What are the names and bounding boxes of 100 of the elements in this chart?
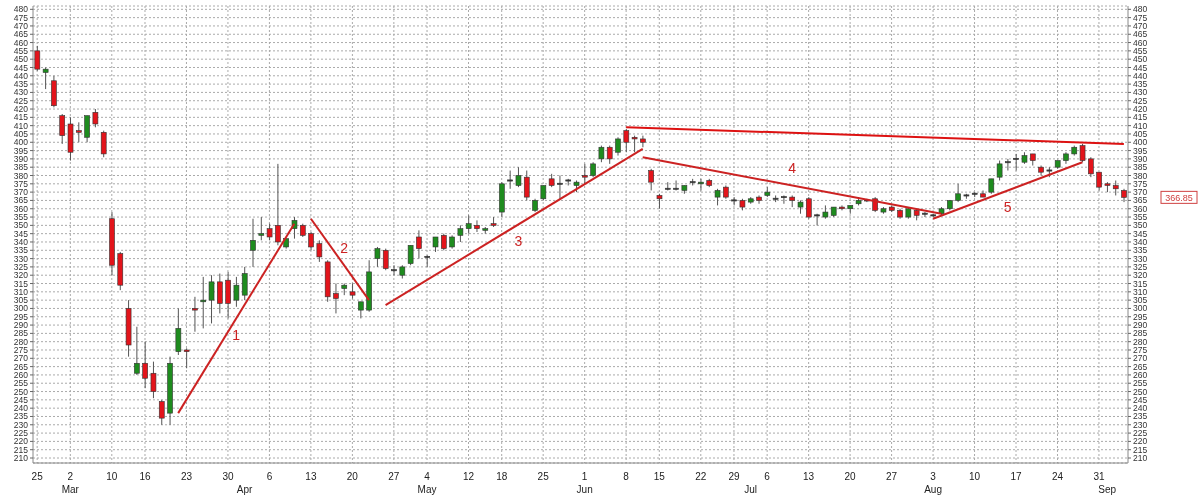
x-tick-label: 18 <box>496 471 508 482</box>
y-tick-label: 405 <box>13 128 29 139</box>
y-tick-label: 345 <box>13 228 29 239</box>
y2-tick-label: 475 <box>1133 12 1148 23</box>
x-tick-label: 10 <box>968 471 981 482</box>
y2-tick-label: 265 <box>1133 361 1148 372</box>
y2-tick-label: 290 <box>1133 320 1148 331</box>
y2-tick-label: 345 <box>1133 228 1148 239</box>
y-tick-label: 355 <box>13 212 29 223</box>
x-tick-label: 2 Mar <box>61 471 80 495</box>
y-tick-label: 470 <box>13 20 29 31</box>
y2-tick-label: 250 <box>1133 386 1148 397</box>
y-tick-label: 385 <box>13 162 29 173</box>
y-tick-label: 320 <box>13 270 29 281</box>
x-tick-label: Apr <box>236 484 253 495</box>
y2-tick-label: 400 <box>1133 137 1148 148</box>
y2-tick-label: 245 <box>1133 394 1148 405</box>
y-tick-label: 400 <box>13 137 29 148</box>
y2-tick-label: 465 <box>1133 29 1148 40</box>
y2-tick-label: 255 <box>1133 378 1148 389</box>
y-tick-label: 275 <box>13 345 29 356</box>
x-tick-label: 20 <box>844 471 857 482</box>
y2-tick-label: 430 <box>1133 87 1148 98</box>
y2-tick-label: 300 <box>1133 303 1148 314</box>
x-tick-label: 17 <box>1010 471 1023 482</box>
y2-tick-label: 365 <box>1133 195 1148 206</box>
y-tick-label: 480 <box>13 4 29 15</box>
series-label: 3 <box>514 233 523 250</box>
x-tick-label: 25 <box>31 471 44 482</box>
y-tick-label: 280 <box>13 336 29 347</box>
x-tick-label: 22 <box>695 471 707 482</box>
y-tick-label: 265 <box>13 361 29 372</box>
x-tick-label: Sep <box>1098 484 1117 495</box>
x-tick-label: 27 <box>886 471 898 482</box>
y-tick-label: 375 <box>13 178 29 189</box>
y-tick-label: 250 <box>13 386 29 397</box>
y2-tick-label: 215 <box>1133 444 1148 455</box>
y2-tick-label: 450 <box>1133 54 1148 65</box>
y2-tick-label: 360 <box>1133 203 1148 214</box>
x-tick-label: 10 <box>106 471 118 482</box>
x-tick-label: 25 <box>537 471 550 482</box>
y2-tick-label: 315 <box>1133 278 1148 289</box>
x-tick-label: 12 <box>462 471 475 482</box>
y-tick-label: 440 <box>13 70 29 81</box>
y2-tick-label: 225 <box>1133 428 1148 439</box>
x-tick-label: 31 <box>1093 471 1105 482</box>
x-tick-label: 1 Jun <box>576 471 593 495</box>
series-label: 5 <box>1003 199 1012 216</box>
x-tick-label: 29 <box>728 471 740 482</box>
y-tick-label: 330 <box>13 253 29 264</box>
y2-tick-label: 355 <box>1133 212 1148 223</box>
y2-tick-label: 295 <box>1133 311 1148 322</box>
y2-tick-label: 240 <box>1133 403 1148 414</box>
y-tick-label: 420 <box>13 104 29 115</box>
y-tick-label: 390 <box>13 153 29 164</box>
y-tick-label: 370 <box>13 187 29 198</box>
x-tick-label: 24 <box>1051 471 1064 482</box>
y-tick-label: 430 <box>13 87 29 98</box>
y-tick-label: 245 <box>13 394 29 405</box>
y2-tick-label: 380 <box>1133 170 1148 181</box>
y-tick-label: 325 <box>13 261 29 272</box>
series-label: 1 <box>232 327 241 344</box>
y2-tick-label: 385 <box>1133 162 1148 173</box>
x-tick-label: Jul <box>744 484 757 495</box>
y-tick-label: 465 <box>13 29 29 40</box>
y2-tick-label: 350 <box>1133 220 1148 231</box>
x-tick-label: 6 <box>266 471 273 482</box>
y2-tick-label: 460 <box>1133 37 1148 48</box>
y-tick-label: 350 <box>13 220 29 231</box>
y2-tick-label: 325 <box>1133 261 1148 272</box>
y2-tick-label: 415 <box>1133 112 1148 123</box>
y-tick-label: 310 <box>13 286 29 297</box>
y-tick-label: 235 <box>13 411 29 422</box>
y-tick-label: 380 <box>13 170 29 181</box>
y-tick-label: 225 <box>13 428 29 439</box>
y-tick-label: 460 <box>13 37 29 48</box>
series-label: 2 <box>340 240 349 257</box>
y-tick-label: 300 <box>13 303 29 314</box>
y2-tick-label: 280 <box>1133 336 1148 347</box>
y2-tick-label: 390 <box>1133 153 1148 164</box>
x-tick-label: 13 <box>803 471 815 482</box>
y-tick-label: 215 <box>13 444 29 455</box>
y2-tick-label: 405 <box>1133 128 1148 139</box>
y-tick-label: 340 <box>13 237 29 247</box>
x-tick-label: 4 May <box>417 471 437 495</box>
y2-tick-label: 440 <box>1133 70 1148 81</box>
y2-tick-label: 480 <box>1133 4 1148 15</box>
y2-tick-label: 340 <box>1133 237 1148 247</box>
y-tick-label: 315 <box>13 278 29 289</box>
y2-tick-label: 370 <box>1133 187 1148 198</box>
y2-tick-label: 445 <box>1133 62 1148 73</box>
x-tick-label: 27 <box>388 471 400 482</box>
y2-tick-label: 425 <box>1133 95 1148 106</box>
y-tick-label: 305 <box>13 295 29 306</box>
y-tick-label: 240 <box>13 403 29 414</box>
y2-tick-label: 260 <box>1133 369 1148 380</box>
text: 366.85 <box>1165 192 1193 203</box>
series-label: 4 <box>788 160 797 177</box>
x-tick-label: 23 <box>180 471 193 482</box>
y2-tick-label: 305 <box>1133 295 1148 306</box>
